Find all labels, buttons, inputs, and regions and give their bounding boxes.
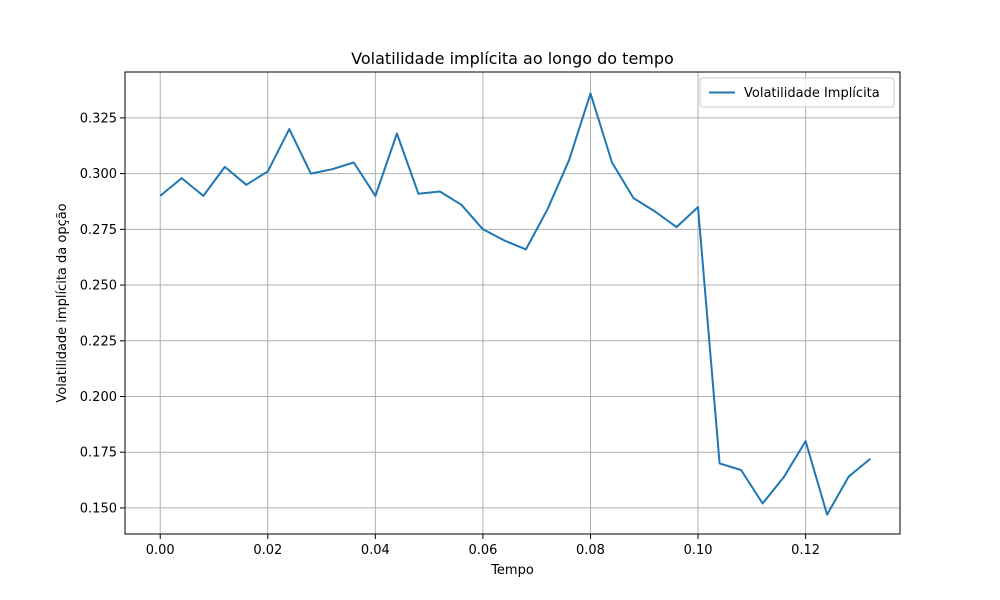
x-tick-label: 0.00 (146, 543, 175, 558)
y-tick-label: 0.300 (80, 167, 117, 182)
plot-area-frame (124, 71, 901, 535)
x-axis-label: Tempo (490, 563, 534, 578)
chart-title: Volatilidade implícita ao longo do tempo (351, 49, 674, 68)
y-tick-label: 0.275 (80, 223, 117, 238)
x-tick-label: 0.06 (468, 543, 497, 558)
x-tick-label: 0.10 (684, 543, 713, 558)
y-tick-label: 0.175 (80, 446, 117, 461)
x-tick-label: 0.12 (791, 543, 820, 558)
y-tick-label: 0.250 (80, 279, 117, 294)
y-tick-label: 0.225 (80, 334, 117, 349)
legend: Volatilidade Implícita (699, 77, 895, 108)
series-line (159, 92, 871, 516)
y-axis-label: Volatilidade implícita da opção (55, 203, 70, 402)
x-tick-label: 0.02 (253, 543, 282, 558)
legend-box (699, 77, 895, 108)
x-tick-label: 0.04 (361, 543, 390, 558)
y-tick-label: 0.150 (80, 501, 117, 516)
y-tick-label: 0.200 (80, 390, 117, 405)
x-tick-label: 0.08 (576, 543, 605, 558)
legend-label: Volatilidade Implícita (744, 86, 880, 101)
y-tick-label: 0.325 (80, 111, 117, 126)
